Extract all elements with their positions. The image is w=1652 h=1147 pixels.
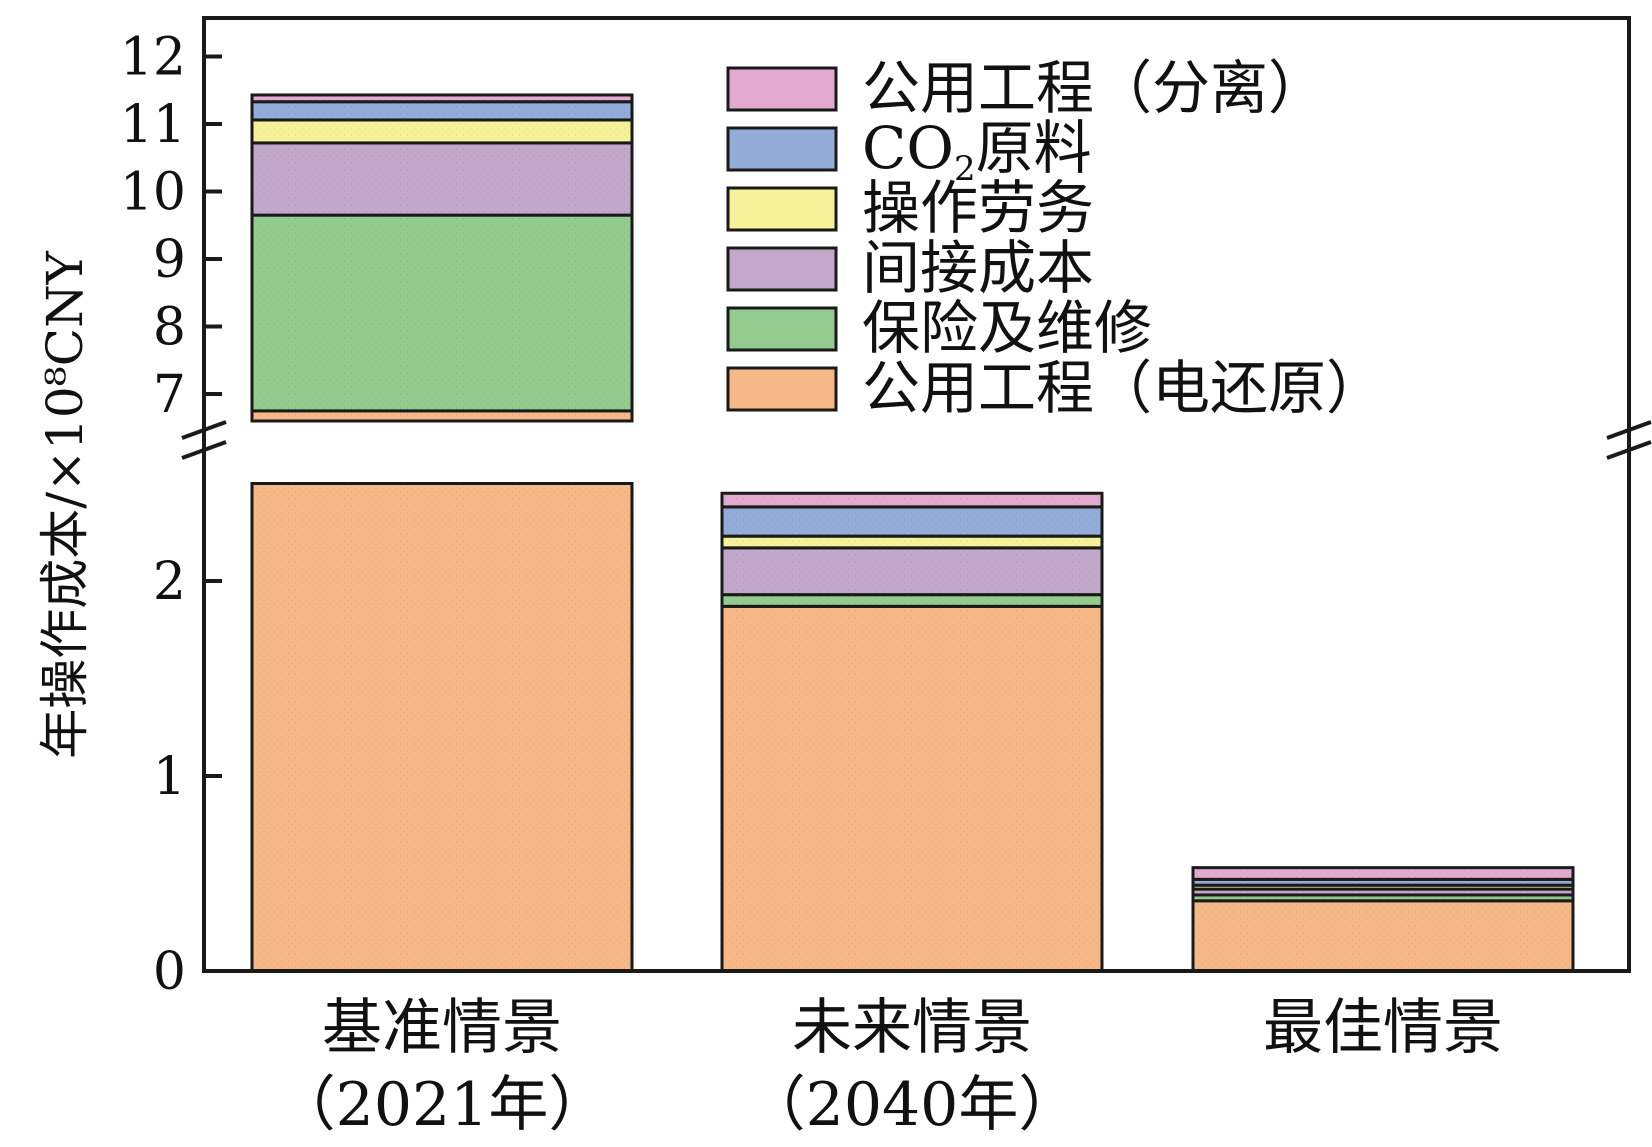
y-tick-label-0: 0: [153, 942, 186, 1002]
legend-swatch-3: [726, 246, 838, 292]
bar-segment-0-4-texture: [252, 101, 632, 120]
bar-segment-2-4-texture: [1193, 879, 1573, 886]
bar-segment-1-0-texture: [722, 606, 1102, 971]
bar-segment-1-1-texture: [722, 594, 1102, 607]
x-categories-layer: 基准情景（2021年） 未来情景（2040年） 最佳情景: [276, 993, 1503, 1140]
y-tick-label-12: 12: [120, 28, 186, 88]
x-category-label: 基准情景: [322, 993, 562, 1063]
y-tick-label-8: 8: [153, 298, 186, 358]
plot-frame: [202, 16, 1631, 973]
y-tick-label-2: 2: [153, 552, 186, 612]
legend-swatch-0: [726, 66, 838, 112]
legend-label-4: 保险及维修: [862, 294, 1152, 362]
y-tick-label-9: 9: [153, 230, 186, 290]
x-category-label: 未来情景: [792, 993, 1032, 1063]
bar-segment-0-0-texture: [252, 483, 632, 971]
bar-segment-0-1-texture: [252, 215, 632, 411]
x-category-label: 最佳情景: [1263, 993, 1503, 1063]
y-tick-label-7: 7: [153, 365, 186, 425]
bar-segment-1-2-texture: [722, 547, 1102, 595]
bar-segment-2-1-texture: [1193, 894, 1573, 901]
bar-segment-2-5-texture: [1193, 867, 1573, 880]
legend-label-2: 操作劳务: [862, 174, 1094, 242]
legend-label-1: CO2原料: [862, 114, 1092, 189]
legend-swatch-4: [726, 306, 838, 352]
x-category-sublabel: （2021年）: [276, 1070, 609, 1140]
axis-break-gap: [198, 432, 1635, 448]
bar-segment-0-0-texture: [252, 410, 632, 421]
bar-segment-0-2-texture: [252, 142, 632, 216]
bar-segment-2-2-texture: [1193, 889, 1573, 895]
legend-swatch-5: [726, 366, 838, 412]
bar-segment-1-3-texture: [722, 536, 1102, 548]
bar-segment-1-5-texture: [722, 493, 1102, 507]
legend-swatch-1: [726, 126, 838, 172]
bar-segment-2-3-texture: [1193, 885, 1573, 890]
legend-label-0: 公用工程（分离）: [862, 54, 1326, 122]
legend-swatch-2: [726, 186, 838, 232]
bar-segment-2-0-texture: [1193, 900, 1573, 971]
legend-label-5: 公用工程（电还原）: [862, 354, 1384, 422]
bar-segment-1-4-texture: [722, 506, 1102, 537]
y-tick-label-11: 11: [120, 95, 186, 155]
axis-break-layer: [181, 420, 1652, 460]
y-tick-label-1: 1: [153, 747, 186, 807]
legend-label-3: 间接成本: [862, 234, 1094, 302]
bar-segment-0-5-texture: [252, 94, 632, 102]
bar-segment-0-3-texture: [252, 119, 632, 143]
x-category-sublabel: （2040年）: [746, 1070, 1079, 1140]
y-axis-label: 年操作成本/×10⁸CNY: [36, 250, 94, 758]
bars-layer: [250, 93, 1575, 973]
y-tick-label-10: 10: [120, 163, 186, 223]
